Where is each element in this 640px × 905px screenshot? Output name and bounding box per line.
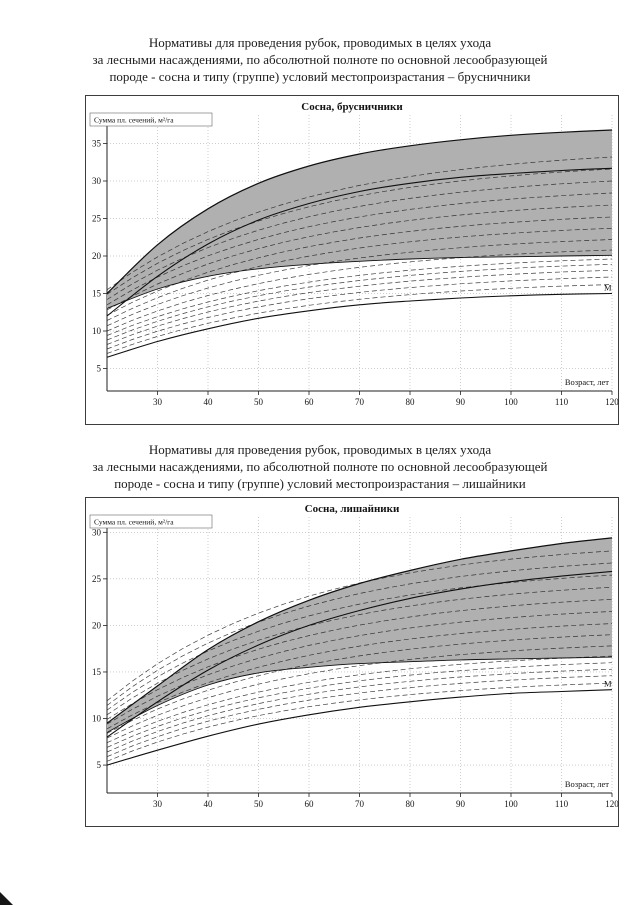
x-tick-label: 110	[555, 799, 569, 809]
chart-pine-cowberry: 30 40 50 60 70 80 90 100 110 120 5 10 15 20 25 30 35 Сосн…	[85, 95, 619, 425]
band-upper-boundary-curve	[106, 537, 613, 724]
x-tick-label: 90	[456, 799, 466, 809]
x-tick-label: 80	[406, 397, 416, 407]
dashed-trajectory-curve	[106, 258, 613, 336]
solid-curve	[106, 570, 613, 738]
dashed-trajectory-curve	[106, 227, 613, 321]
dashed-trajectory-curve	[106, 204, 613, 311]
dashed-trajectory-curve	[106, 216, 613, 316]
y-tick-label: 35	[92, 139, 102, 149]
x-tick-label: 30	[153, 397, 163, 407]
x-tick-label: 110	[555, 397, 569, 407]
caption-line: Нормативы для проведения рубок, проводим…	[148, 35, 492, 50]
y-tick-label: 30	[92, 527, 102, 537]
x-tick-label: 40	[204, 799, 214, 809]
figure2-caption: Нормативы для проведения рубок, проводим…	[0, 441, 640, 492]
caption-line: породе - сосна и типу (группе) условий м…	[109, 69, 531, 84]
chart-pine-lichen: 30 40 50 60 70 80 90 100 110 120 5 10 15 20 25 30 Сосна,…	[85, 497, 619, 827]
dashed-trajectory-curve	[106, 269, 613, 345]
dashed-trajectory-curve	[106, 682, 613, 762]
y-tick-label: 15	[92, 667, 102, 677]
figure1-chart-pine-cowberry: 30 40 50 60 70 80 90 100 110 120 5 10 15 20 25 30 35 Сосн…	[85, 95, 619, 425]
caption-line: за лесными насаждениями, по абсолютной п…	[92, 459, 548, 474]
x-tick-label: 70	[355, 799, 365, 809]
dashed-trajectory-curve	[106, 598, 613, 720]
x-tick-label: 50	[254, 799, 264, 809]
dashed-trajectory-curve	[106, 586, 613, 716]
dashed-trajectory-curve	[106, 284, 613, 354]
y-tick-label: 25	[92, 574, 102, 584]
y-axis-unit-label: Сумма пл. сечений, м²/га	[94, 518, 174, 527]
dashed-trajectory-curve	[106, 675, 613, 758]
y-tick-label: 5	[97, 364, 102, 374]
x-tick-label: 100	[504, 799, 518, 809]
y-tick-label: 30	[92, 176, 102, 186]
dashed-trajectory-curve	[106, 634, 613, 734]
scan-corner-artifact	[0, 892, 13, 905]
x-tick-label: 50	[254, 397, 264, 407]
y-tick-label: 20	[92, 251, 102, 261]
y-tick-label: 25	[92, 214, 102, 224]
y-tick-label: 5	[97, 760, 102, 770]
dashed-trajectory-curve	[106, 180, 613, 300]
solid-curve	[106, 292, 613, 358]
dashed-trajectory-curve	[106, 645, 613, 739]
minimum-curve-label: M	[604, 283, 612, 293]
dashed-trajectory-curve	[106, 662, 613, 748]
x-tick-label: 30	[153, 799, 163, 809]
y-tick-label: 10	[92, 714, 102, 724]
y-tick-label: 15	[92, 289, 102, 299]
dashed-trajectory-curve	[106, 623, 613, 730]
figure2-chart-pine-lichen: 30 40 50 60 70 80 90 100 110 120 5 10 15 20 25 30 Сосна,…	[85, 497, 619, 827]
x-tick-label: 40	[204, 397, 214, 407]
x-axis-label: Возраст, лет	[565, 779, 609, 789]
x-tick-label: 60	[305, 397, 315, 407]
dashed-trajectory-curve	[106, 655, 613, 744]
y-axis-unit-label: Сумма пл. сечений, м²/га	[94, 116, 174, 125]
dashed-trajectory-curve	[106, 276, 613, 350]
dashed-trajectory-curve	[106, 668, 613, 753]
solid-curve	[106, 167, 613, 317]
band-lower-boundary-curve	[106, 254, 613, 309]
y-axis-unit-box	[89, 514, 213, 529]
caption-line: за лесными насаждениями, по абсолютной п…	[92, 52, 548, 67]
dashed-trajectory-curve	[106, 562, 613, 706]
dashed-trajectory-curve	[106, 574, 613, 711]
x-tick-label: 120	[605, 397, 619, 407]
solid-curve	[106, 689, 613, 766]
y-tick-label: 10	[92, 326, 102, 336]
chart-title: Сосна, брусничники	[301, 101, 403, 113]
x-axis-label: Возраст, лет	[565, 377, 609, 387]
caption-line: Нормативы для проведения рубок, проводим…	[148, 442, 492, 457]
x-tick-label: 120	[605, 799, 619, 809]
y-tick-label: 20	[92, 620, 102, 630]
figure1-caption: Нормативы для проведения рубок, проводим…	[0, 34, 640, 85]
dashed-trajectory-curve	[106, 239, 613, 327]
band-lower-boundary-curve	[106, 656, 613, 733]
dashed-trajectory-curve	[106, 168, 613, 295]
dashed-trajectory-curve	[106, 249, 613, 332]
dashed-trajectory-curve	[106, 156, 613, 291]
normative-band	[107, 130, 612, 309]
y-axis-unit-box	[89, 112, 213, 127]
normative-band	[107, 537, 612, 733]
x-tick-label: 70	[355, 397, 365, 407]
dashed-trajectory-curve	[106, 263, 613, 341]
chart-title: Сосна, лишайники	[305, 503, 400, 515]
caption-line: породе - сосна и типу (группе) условий м…	[114, 476, 526, 491]
minimum-curve-label: M	[604, 679, 612, 689]
x-tick-label: 90	[456, 397, 466, 407]
x-tick-label: 100	[504, 397, 518, 407]
band-upper-boundary-curve	[106, 129, 613, 294]
x-tick-label: 80	[406, 799, 416, 809]
x-tick-label: 60	[305, 799, 315, 809]
